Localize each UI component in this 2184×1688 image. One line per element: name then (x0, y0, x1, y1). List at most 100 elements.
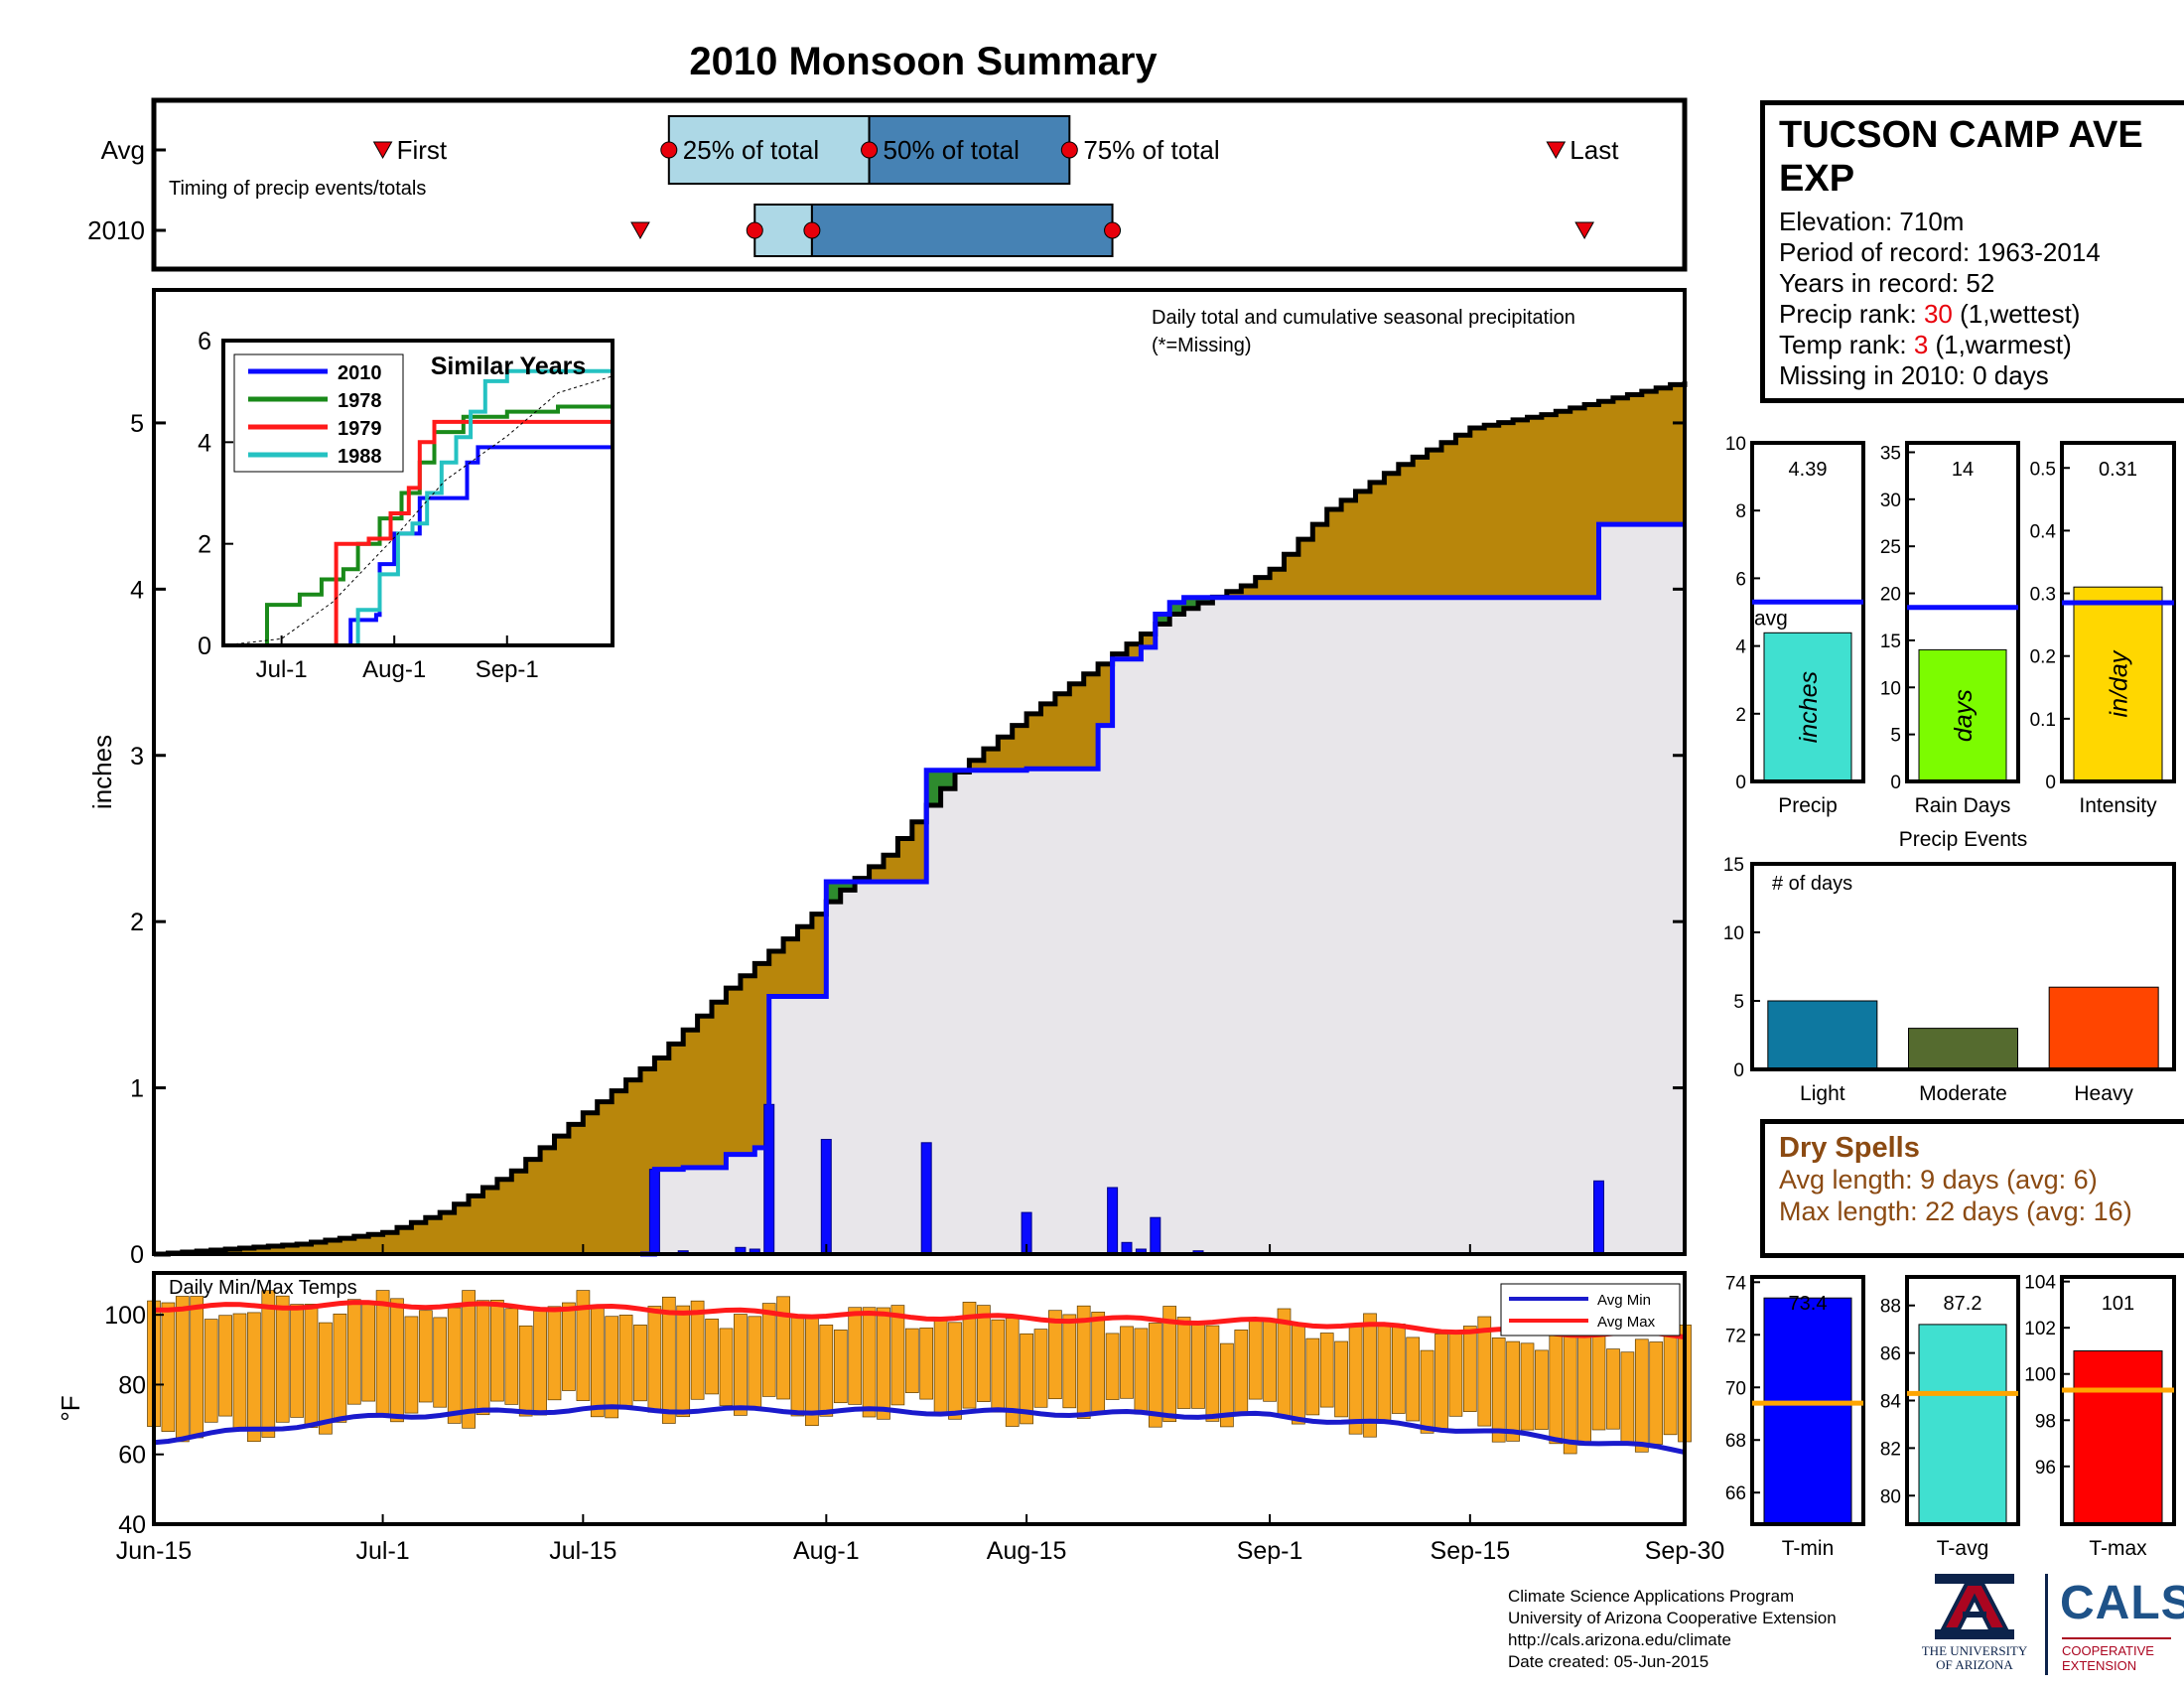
series-2010-line (640, 521, 1685, 1257)
dry-spells-avg: Avg length: 9 days (avg: 6) (1779, 1165, 2098, 1195)
daily-temp-bar (1334, 1340, 1348, 1418)
y-axis-label: inches (87, 735, 117, 809)
timing-triangle (1546, 141, 1567, 160)
daily-temp-bar (690, 1300, 705, 1400)
daily-temp-bar (819, 1325, 834, 1417)
daily-temps-panel: 40 60 80 100 °F Daily Min/Max Temps Avg Min Avg… (56, 1271, 1725, 1565)
daily-temp-bar (933, 1320, 948, 1416)
credits-line-3: http://cals.arizona.edu/climate (1508, 1630, 1731, 1649)
daily-temp-bar (290, 1304, 304, 1418)
tmin-tick-label: 66 (1725, 1483, 1746, 1504)
daily-temp-bar (1406, 1336, 1421, 1422)
tavg-value-label: 87.2 (1944, 1293, 1982, 1315)
above-avg-area (826, 882, 842, 903)
tavg-bar (1918, 1324, 2007, 1525)
event-bar-heavy (2048, 986, 2159, 1070)
raindays-tick-label: 30 (1880, 491, 1901, 511)
cals-logo-divider (2045, 1574, 2048, 1675)
tmin-tick-label: 68 (1725, 1431, 1746, 1452)
daily-temp-bar (433, 1317, 448, 1408)
intensity-tick-label: 0.5 (2030, 459, 2056, 480)
daily-temp-bar (1391, 1324, 1406, 1414)
above-avg-area (926, 770, 942, 805)
precip-value-label: 4.39 (1789, 459, 1828, 481)
x-tick-label: Sep-30 (1645, 1537, 1725, 1565)
daily-temp-bar (476, 1300, 490, 1416)
daily-temp-bar (1220, 1342, 1234, 1428)
plot-frame (152, 288, 1687, 1256)
daily-temp-bar (1520, 1342, 1535, 1431)
above-avg-area (1169, 602, 1185, 615)
tavg-x-label: T-avg (1937, 1537, 1989, 1560)
daily-temp-bar (1348, 1326, 1363, 1435)
precip-tick-label: 10 (1725, 434, 1746, 455)
cals-logo-subtext: COOPERATIVE EXTENSION (2062, 1643, 2154, 1673)
daily-temp-bar (734, 1314, 748, 1416)
daily-temp-bar (547, 1306, 562, 1401)
above-avg-area (1183, 597, 1199, 609)
credits-block: Climate Science Applications Program Uni… (1508, 1586, 1905, 1673)
daily-temp-bar (418, 1310, 433, 1403)
tmin-tick-label: 72 (1725, 1326, 1746, 1346)
daily-temp-bar (1148, 1323, 1162, 1428)
tmax-tick-label: 104 (2024, 1273, 2056, 1294)
daily-temp-bar (647, 1306, 662, 1413)
raindays-x-label: Rain Days (1915, 794, 2011, 817)
daily-temp-bar (447, 1307, 462, 1424)
precip-rank-prefix: Precip rank: (1779, 299, 1924, 329)
inset-title: Similar Years (431, 352, 587, 380)
inset-series-2010 (223, 421, 614, 647)
precip-avg-label: avg (1754, 607, 1788, 630)
temp-legend-box (1500, 1283, 1681, 1336)
daily-temp-bar (361, 1301, 376, 1402)
daily-temp-bar (404, 1316, 419, 1414)
daily-temp-bar (633, 1325, 647, 1402)
events-tick-label: 5 (1733, 992, 1744, 1013)
timing-marker (861, 141, 879, 159)
precip-rank-value: 30 (1923, 299, 1953, 329)
precip-rank-line: Precip rank: 30 (1,wettest) (1779, 299, 2184, 330)
events-tick-label: 10 (1723, 923, 1744, 944)
precip-tick-label: 0 (1735, 773, 1746, 793)
precip-bar (1763, 632, 1852, 782)
ua-logo-line-1: THE UNIVERSITY (1921, 1643, 2028, 1658)
temp-y-tick-label: 80 (118, 1371, 146, 1399)
raindays-tick-label: 35 (1880, 443, 1901, 464)
missing-note: (*=Missing) (1152, 335, 1252, 356)
daily-temp-bar (1062, 1314, 1077, 1409)
above-avg-area (840, 882, 856, 891)
daily-temp-bar (761, 1303, 776, 1397)
tmax-value-label: 101 (2102, 1293, 2134, 1315)
credits-line-1: Climate Science Applications Program (1508, 1587, 1795, 1606)
daily-temp-bar (1191, 1322, 1205, 1409)
tmax-tick-label: 98 (2035, 1411, 2056, 1432)
tmin-x-label: T-min (1782, 1537, 1835, 1560)
precip-events-panel: Precip Events Light Moderate Heavy 0 5 10 15 # o… (1723, 828, 2176, 1105)
p25-label: 25% of total (683, 135, 819, 165)
temp-y-tick-label: 40 (118, 1511, 146, 1539)
dry-spells-max: Max length: 22 days (avg: 16) (1779, 1196, 2132, 1226)
chart-title: 2010 Monsoon Summary (689, 40, 1158, 83)
daily-temp-bar (375, 1290, 390, 1415)
station-name: TUCSON CAMP AVE EXP (1779, 114, 2143, 200)
inset-legend-label: 1988 (338, 446, 382, 468)
intensity-tick-label: 0.2 (2030, 647, 2056, 668)
temp-rank-value: 3 (1913, 330, 1929, 359)
daily-temp-bar (705, 1319, 719, 1395)
daily-temp-bar (390, 1298, 404, 1423)
daily-temp-bar (919, 1328, 934, 1400)
daily-temp-bar (1134, 1328, 1149, 1415)
precip-tick-label: 6 (1735, 569, 1746, 590)
raindays-unit: days (1950, 689, 1978, 742)
daily-temp-bar (247, 1312, 261, 1443)
inset-legend-box (233, 353, 404, 473)
timing-triangle (1574, 221, 1594, 240)
intensity-tick-label: 0.4 (2030, 521, 2057, 542)
x-tick-label: Jul-1 (355, 1537, 409, 1565)
tmin-tick-label: 70 (1725, 1378, 1746, 1399)
tmax-tick-label: 102 (2024, 1319, 2056, 1339)
avg-min-line (153, 1404, 1686, 1456)
precip-tick-label: 2 (1735, 705, 1746, 726)
timing-box-25-50 (753, 204, 813, 257)
raindays-tick-label: 25 (1880, 537, 1901, 558)
